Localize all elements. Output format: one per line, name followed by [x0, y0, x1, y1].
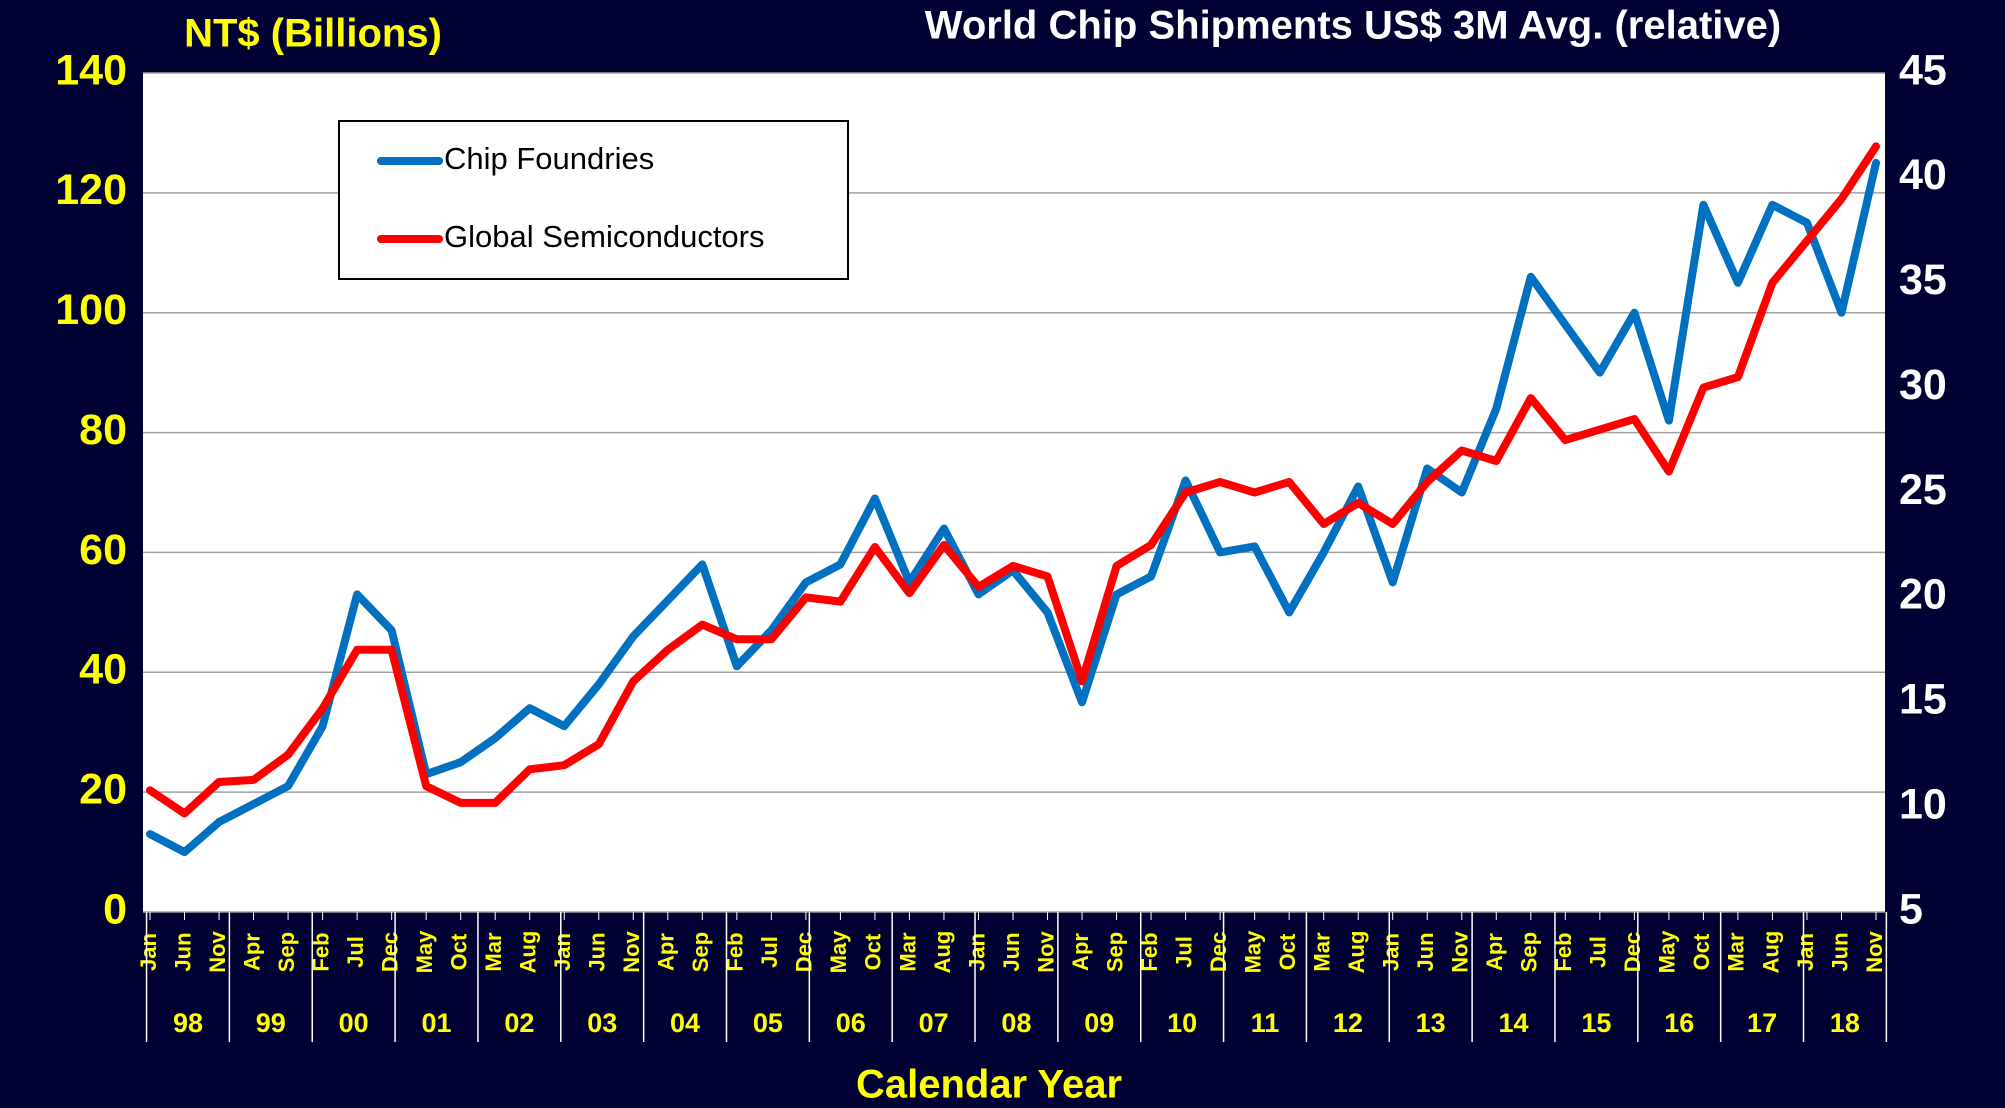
year-label: 05: [753, 1008, 783, 1038]
x-tick-label: Mar: [1309, 932, 1334, 972]
x-tick-label: May: [826, 930, 851, 974]
year-label: 09: [1084, 1008, 1114, 1038]
year-label: 11: [1251, 1008, 1280, 1038]
legend-label: Chip Foundries: [444, 141, 654, 176]
x-tick-label: Aug: [930, 931, 955, 974]
x-tick-label: Jan: [1793, 933, 1818, 971]
x-tick-label: Sep: [274, 932, 299, 972]
year-label: 99: [256, 1008, 286, 1038]
y2-tick-label: 40: [1899, 151, 1947, 199]
x-tick-label: Jan: [550, 933, 575, 971]
year-label: 16: [1664, 1008, 1694, 1038]
year-label: 02: [504, 1008, 534, 1038]
y-tick-label: 120: [55, 166, 127, 214]
x-tick-label: Jan: [1379, 933, 1404, 971]
x-tick-label: May: [1655, 930, 1680, 974]
year-label: 00: [339, 1008, 369, 1038]
x-tick-label: Nov: [619, 930, 644, 972]
x-tick-label: Mar: [481, 932, 506, 972]
x-tick-label: Apr: [239, 933, 264, 971]
year-label: 01: [421, 1008, 451, 1038]
x-tick-label: Mar: [1724, 932, 1749, 972]
x-tick-label: Sep: [1517, 932, 1542, 972]
y2-tick-label: 30: [1899, 361, 1947, 409]
x-tick-label: Aug: [516, 931, 541, 974]
year-label: 98: [173, 1008, 203, 1038]
x-tick-label: Jun: [170, 932, 195, 971]
x-tick-label: Mar: [895, 932, 920, 972]
y-tick-label: 20: [79, 766, 127, 814]
x-tick-label: Oct: [1689, 933, 1714, 970]
year-label: 13: [1416, 1008, 1446, 1038]
x-tick-label: Nov: [205, 930, 230, 972]
x-tick-label: Oct: [1275, 933, 1300, 970]
chart-title: World Chip Shipments US$ 3M Avg. (relati…: [925, 4, 1781, 48]
y-tick-label: 40: [79, 646, 127, 694]
x-tick-label: May: [412, 930, 437, 974]
year-label: 07: [919, 1008, 949, 1038]
y-axis-label: NT$ (Billions): [184, 12, 442, 56]
y2-tick-label: 45: [1899, 46, 1947, 94]
line: [146, 142, 1880, 818]
year-label: 04: [670, 1008, 700, 1038]
x-tick-label: Jul: [1171, 936, 1196, 968]
x-tick-label: Jul: [1586, 936, 1611, 968]
year-label: 08: [1001, 1008, 1031, 1038]
y-tick-label: 100: [55, 286, 127, 334]
y2-tick-label: 35: [1899, 256, 1947, 304]
year-label: 17: [1747, 1008, 1777, 1038]
x-tick-label: Apr: [1482, 933, 1507, 971]
x-tick-label: Dec: [1206, 932, 1231, 972]
y-tick-label: 60: [79, 526, 127, 574]
x-tick-label: Dec: [1620, 932, 1645, 972]
y-tick-label: 80: [79, 406, 127, 454]
x-tick-label: Aug: [1758, 931, 1783, 974]
year-label: 18: [1830, 1008, 1860, 1038]
year-label: 12: [1333, 1008, 1363, 1038]
x-tick-label: Jan: [136, 933, 161, 971]
x-tick-label: Dec: [792, 932, 817, 972]
legend-box: [338, 120, 849, 280]
x-tick-label: Jun: [585, 932, 610, 971]
x-tick-label: Oct: [446, 933, 471, 970]
x-tick-label: Dec: [377, 932, 402, 972]
x-tick-label: Apr: [1068, 933, 1093, 971]
x-tick-label: Nov: [1033, 930, 1058, 972]
y2-tick-label: 25: [1899, 466, 1947, 514]
year-label: 03: [587, 1008, 617, 1038]
y-tick-label: 0: [103, 885, 127, 933]
year-label: 15: [1581, 1008, 1611, 1038]
x-tick-label: Jun: [1827, 932, 1852, 971]
y2-tick-label: 10: [1899, 780, 1947, 828]
legend-label: Global Semiconductors: [444, 219, 765, 254]
x-tick-label: Jan: [964, 933, 989, 971]
x-tick-label: Sep: [688, 932, 713, 972]
x-tick-label: Oct: [861, 933, 886, 970]
year-label: 14: [1499, 1008, 1529, 1038]
x-tick-label: Jul: [757, 936, 782, 968]
x-tick-label: Jun: [999, 932, 1024, 971]
x-tick-label: Apr: [654, 933, 679, 971]
y2-tick-label: 5: [1899, 885, 1923, 933]
y-tick-label: 140: [55, 46, 127, 94]
x-tick-label: Jun: [1413, 932, 1438, 971]
y2-tick-label: 15: [1899, 676, 1947, 724]
x-tick-label: Nov: [1448, 930, 1473, 972]
year-label: 06: [836, 1008, 866, 1038]
x-tick-label: May: [1240, 930, 1265, 974]
x-axis-label: Calendar Year: [856, 1063, 1122, 1107]
year-label: 10: [1167, 1008, 1197, 1038]
x-tick-label: Sep: [1102, 932, 1127, 972]
x-tick-label: Jul: [343, 936, 368, 968]
y2-tick-label: 20: [1899, 571, 1947, 619]
x-tick-label: Aug: [1344, 931, 1369, 974]
x-tick-label: Nov: [1862, 930, 1887, 972]
